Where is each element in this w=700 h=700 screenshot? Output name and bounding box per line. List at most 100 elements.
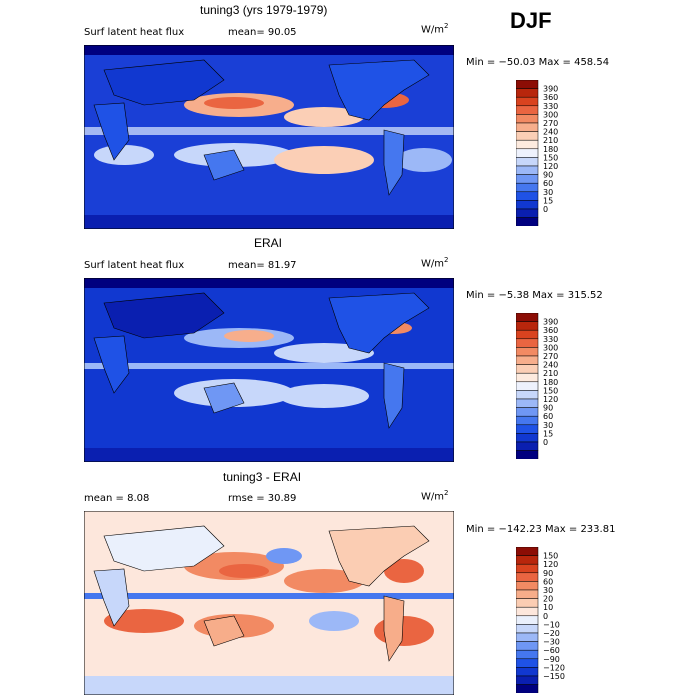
colorbar-tick-label: 30 — [543, 188, 553, 197]
colorbar-swatch — [516, 329, 539, 340]
colorbar-tick-label: 390 — [543, 318, 558, 327]
colorbar-tick-label: 330 — [543, 335, 558, 344]
colorbar-swatch — [516, 105, 539, 115]
colorbar-tick-label: 60 — [543, 412, 553, 421]
panel2-mean-label: mean= 81.97 — [228, 260, 297, 271]
colorbar-tick-label: 240 — [543, 128, 558, 137]
colorbar-swatch — [516, 684, 539, 693]
colorbar-swatch — [516, 381, 539, 391]
colorbar-swatch — [516, 667, 539, 677]
colorbar-swatch — [516, 450, 539, 459]
panel3-minmax: Min = −142.23 Max = 233.81 — [466, 524, 616, 535]
colorbar-swatch — [516, 217, 539, 226]
panel2-title: ERAI — [254, 236, 283, 250]
colorbar-swatch — [516, 321, 539, 331]
colorbar-swatch — [516, 649, 539, 660]
colorbar-swatch — [516, 174, 539, 184]
colorbar-swatch — [516, 139, 539, 150]
panel3-units: W/m2 — [421, 489, 449, 503]
colorbar-swatch — [516, 615, 539, 625]
colorbar-tick-label: 210 — [543, 136, 558, 145]
panel2-variable-label: Surf latent heat flux — [84, 260, 185, 271]
colorbar-swatch — [516, 338, 539, 348]
colorbar-tick-label: 210 — [543, 369, 558, 378]
colorbar-swatch — [516, 675, 539, 685]
colorbar-tick-label: 90 — [543, 171, 553, 180]
colorbar-tick-label: 0 — [543, 612, 548, 621]
colorbar-swatch — [516, 88, 539, 98]
colorbar-swatch — [516, 355, 539, 365]
colorbar-swatch — [516, 606, 539, 617]
colorbar-tick-label: 30 — [543, 586, 553, 595]
colorbar-tick-label: 90 — [543, 569, 553, 578]
colorbar-tick-label: 60 — [543, 179, 553, 188]
colorbar-tick-label: 270 — [543, 352, 558, 361]
panel1-title: tuning3 (yrs 1979-1979) — [200, 3, 328, 17]
colorbar-tick-label: −120 — [543, 663, 565, 672]
colorbar-swatch — [516, 658, 539, 668]
colorbar-tick-label: 300 — [543, 343, 558, 352]
colorbar-tick-label: 15 — [543, 196, 553, 205]
colorbar-tick-label: −60 — [543, 646, 560, 655]
colorbar-tick-label: 30 — [543, 421, 553, 430]
colorbar-swatch — [516, 641, 539, 651]
colorbar-swatch — [516, 131, 539, 141]
colorbar-tick-label: 20 — [543, 595, 553, 604]
colorbar-swatch — [516, 122, 539, 132]
colorbar-tick-label: 10 — [543, 603, 553, 612]
colorbar-tick-label: 120 — [543, 162, 558, 171]
panel2-minmax: Min = −5.38 Max = 315.52 — [466, 290, 603, 301]
colorbar-swatch — [516, 347, 539, 357]
colorbar-swatch — [516, 433, 539, 443]
colorbar-tick-label: 180 — [543, 378, 558, 387]
colorbar-swatch — [516, 114, 539, 124]
panel1-mean-label: mean= 90.05 — [228, 27, 297, 38]
colorbar-tick-label: 150 — [543, 153, 558, 162]
colorbar-swatch — [516, 563, 539, 574]
colorbar-tick-label: −30 — [543, 638, 560, 647]
colorbar-swatch — [516, 424, 539, 434]
colorbar-swatch — [516, 182, 539, 193]
colorbar-tick-label: 15 — [543, 429, 553, 438]
colorbar-tick-label: 0 — [543, 438, 548, 447]
panel1-variable-label: Surf latent heat flux — [84, 27, 185, 38]
colorbar-swatch — [516, 313, 539, 322]
colorbar-tick-label: 390 — [543, 85, 558, 94]
colorbar-tick-label: 60 — [543, 577, 553, 586]
colorbar-tick-label: 330 — [543, 102, 558, 111]
colorbar-swatch — [516, 191, 539, 201]
colorbar-tick-label: 360 — [543, 326, 558, 335]
colorbar-swatch — [516, 581, 539, 591]
colorbar-swatch — [516, 165, 539, 175]
colorbar-swatch — [516, 157, 539, 167]
colorbar-swatch — [516, 372, 539, 383]
panel2-map — [84, 278, 454, 462]
colorbar-swatch — [516, 589, 539, 599]
colorbar-tick-label: 150 — [543, 386, 558, 395]
panel3-map — [84, 511, 454, 695]
colorbar-tick-label: 240 — [543, 361, 558, 370]
colorbar-tick-label: 180 — [543, 145, 558, 154]
colorbar-swatch — [516, 398, 539, 408]
season-label: DJF — [510, 8, 552, 33]
colorbar-tick-label: 0 — [543, 205, 548, 214]
colorbar-swatch — [516, 632, 539, 642]
colorbar-swatch — [516, 572, 539, 582]
panel1-minmax: Min = −50.03 Max = 458.54 — [466, 57, 610, 68]
colorbar-tick-label: −150 — [543, 672, 565, 681]
colorbar-swatch — [516, 555, 539, 565]
colorbar-tick-label: 300 — [543, 110, 558, 119]
panel3-mean-label: mean = 8.08 — [84, 493, 150, 504]
colorbar-swatch — [516, 80, 539, 89]
colorbar-tick-label: 120 — [543, 395, 558, 404]
colorbar-tick-label: −90 — [543, 655, 560, 664]
colorbar-swatch — [516, 547, 539, 556]
colorbar-swatch — [516, 96, 539, 107]
panel2-units: W/m2 — [421, 256, 449, 270]
colorbar-swatch — [516, 148, 539, 158]
panel3-title: tuning3 - ERAI — [223, 470, 302, 484]
panel1-map — [84, 45, 454, 229]
